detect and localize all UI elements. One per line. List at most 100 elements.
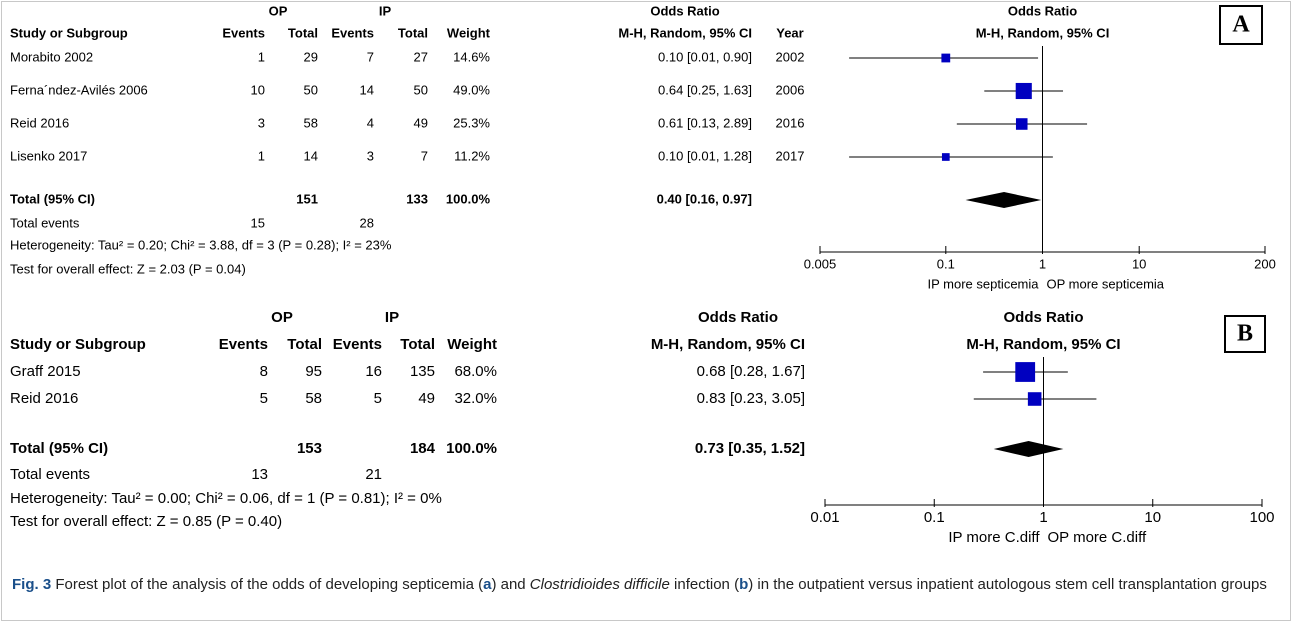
op-events: 3 — [258, 115, 265, 130]
ip-events: 4 — [367, 115, 374, 130]
events-label: Total events — [10, 215, 80, 230]
panel-letter: A — [1232, 12, 1250, 38]
study-name: Morabito 2002 — [10, 49, 93, 64]
op-total: 29 — [304, 49, 318, 64]
col-header: Total — [398, 25, 428, 40]
col-header: Weight — [447, 25, 491, 40]
effect-header: Odds Ratio — [650, 3, 719, 18]
col-header: Year — [776, 25, 803, 40]
x-tick-label: 10 — [1132, 256, 1146, 271]
odds-ratio: 0.61 [0.13, 2.89] — [658, 115, 752, 130]
events-ip: 28 — [360, 215, 374, 230]
group-header: IP — [379, 3, 392, 18]
effect-header: Odds Ratio — [698, 309, 778, 326]
x-tick-label: 0.005 — [804, 256, 837, 271]
events-op: 13 — [251, 466, 268, 483]
study-name: Graff 2015 — [10, 363, 81, 380]
weight: 11.2% — [454, 148, 490, 163]
col-header: Total — [287, 336, 322, 353]
total-ip: 184 — [410, 440, 436, 457]
year: 2016 — [776, 115, 805, 130]
col-header: Total — [288, 25, 318, 40]
col-header: Events — [219, 336, 268, 353]
total-or: 0.73 [0.35, 1.52] — [695, 440, 805, 457]
col-header: M-H, Random, 95% CI — [618, 25, 752, 40]
study-header: Study or Subgroup — [10, 336, 146, 353]
plot-header: Odds Ratio — [1008, 3, 1077, 18]
events-ip: 21 — [365, 466, 382, 483]
plot-header: Odds Ratio — [1003, 309, 1083, 326]
caption-text: ) in the outpatient versus inpatient aut… — [748, 576, 1267, 593]
events-label: Total events — [10, 466, 90, 483]
x-label-left: IP more C.diff — [948, 529, 1040, 546]
ip-total: 49 — [418, 390, 435, 407]
odds-ratio: 0.10 [0.01, 0.90] — [658, 49, 752, 64]
group-header: IP — [385, 309, 399, 326]
x-label-right: OP more C.diff — [1048, 529, 1147, 546]
study-name: Reid 2016 — [10, 390, 78, 407]
events-op: 15 — [251, 215, 265, 230]
odds-ratio: 0.68 [0.28, 1.67] — [697, 363, 805, 380]
op-events: 1 — [258, 49, 265, 64]
op-events: 1 — [258, 148, 265, 163]
caption: Fig. 3 Forest plot of the analysis of th… — [12, 574, 1277, 596]
study-name: Lisenko 2017 — [10, 148, 87, 163]
study-marker — [1015, 82, 1032, 100]
odds-ratio: 0.83 [0.23, 3.05] — [697, 390, 805, 407]
x-tick-label: 0.01 — [810, 509, 839, 526]
ip-events: 3 — [367, 148, 374, 163]
study-marker — [941, 153, 950, 161]
op-total: 50 — [304, 82, 318, 97]
plot-header: M-H, Random, 95% CI — [976, 25, 1110, 40]
ip-events: 5 — [374, 390, 382, 407]
x-tick-label: 100 — [1249, 509, 1274, 526]
weight: 68.0% — [454, 363, 497, 380]
panel-box — [1219, 5, 1263, 45]
op-events: 8 — [260, 363, 268, 380]
year: 2017 — [776, 148, 805, 163]
ip-total: 7 — [421, 148, 428, 163]
x-tick-label: 0.1 — [937, 256, 955, 271]
caption-text: ) and — [491, 576, 530, 593]
weight: 32.0% — [454, 390, 497, 407]
study-marker — [941, 53, 951, 63]
ip-total: 50 — [414, 82, 428, 97]
heterogeneity: Heterogeneity: Tau² = 0.00; Chi² = 0.06,… — [10, 490, 442, 507]
caption-label: Fig. 3 — [12, 576, 52, 593]
total-or: 0.40 [0.16, 0.97] — [657, 191, 752, 206]
ip-total: 135 — [410, 363, 435, 380]
study-name: Ferna´ndez-Avilés 2006 — [10, 82, 148, 97]
ip-events: 14 — [360, 82, 374, 97]
overall-effect: Test for overall effect: Z = 0.85 (P = 0… — [10, 513, 282, 530]
ip-events: 7 — [367, 49, 374, 64]
study-marker — [1015, 362, 1036, 382]
col-header: Weight — [447, 336, 497, 353]
col-header: Total — [400, 336, 435, 353]
op-total: 58 — [305, 390, 322, 407]
op-events: 5 — [260, 390, 268, 407]
weight: 14.6% — [453, 49, 490, 64]
x-tick-label: 10 — [1144, 509, 1161, 526]
plot-header: M-H, Random, 95% CI — [966, 336, 1120, 353]
total-op: 151 — [296, 191, 318, 206]
weight: 49.0% — [453, 82, 490, 97]
caption-a: a — [483, 576, 492, 593]
x-label-right: OP more septicemia — [1047, 276, 1165, 291]
group-header: OP — [271, 309, 293, 326]
total-weight: 100.0% — [446, 191, 491, 206]
col-header: Events — [331, 25, 374, 40]
total-label: Total (95% CI) — [10, 191, 95, 206]
study-marker — [1027, 392, 1042, 406]
op-total: 58 — [304, 115, 318, 130]
op-events: 10 — [251, 82, 265, 97]
x-tick-label: 1 — [1039, 509, 1047, 526]
odds-ratio: 0.10 [0.01, 1.28] — [658, 148, 752, 163]
summary-diamond — [993, 441, 1064, 457]
x-tick-label: 200 — [1254, 256, 1276, 271]
total-op: 153 — [297, 440, 322, 457]
x-label-left: IP more septicemia — [927, 276, 1039, 291]
col-header: Events — [333, 336, 382, 353]
panel-letter: B — [1237, 321, 1253, 347]
